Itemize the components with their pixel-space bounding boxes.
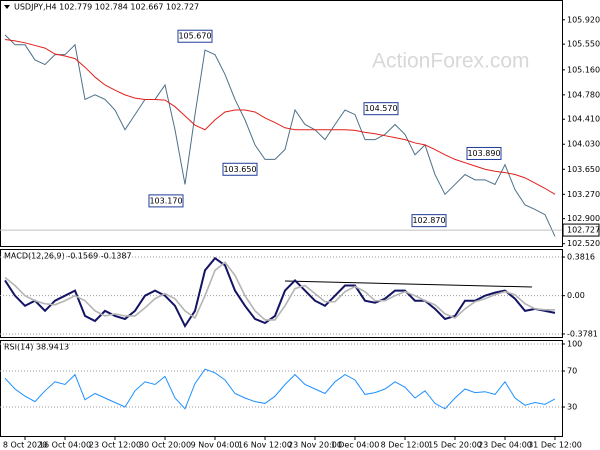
annotation-label: 105.670: [178, 32, 211, 41]
menu-icon: [4, 5, 10, 9]
trend-line: [284, 280, 533, 288]
y-tick-label: -0.3781: [567, 329, 598, 338]
annotation-label: 104.570: [364, 104, 397, 113]
annotation-box: [411, 214, 447, 228]
price-panel: [0, 0, 563, 247]
annotation-label: 102.870: [412, 216, 445, 225]
y-tick-label: 102.900: [567, 214, 600, 223]
last-price-label: 102.727: [567, 226, 600, 235]
y-tick-label: 30: [567, 403, 577, 412]
series-line: [4, 368, 556, 410]
x-tick-label: 16 Nov 12:00: [238, 441, 292, 450]
rsi-panel: [0, 340, 563, 437]
last-price-box: [562, 223, 600, 237]
x-tick-label: 9 Nov 04:00: [191, 441, 240, 450]
x-tick-label: 23 Dec 04:00: [478, 441, 532, 450]
y-tick-label: 102.520: [567, 239, 600, 248]
x-tick-label: 8 Dec 12:00: [381, 441, 430, 450]
y-tick-label: 105.920: [567, 15, 600, 24]
y-tick-label: 0.00: [567, 291, 585, 300]
y-tick-label: 104.780: [567, 90, 600, 99]
annotation-box: [177, 29, 213, 43]
x-tick-label: 15 Dec 20:00: [428, 441, 482, 450]
y-tick-label: 103.650: [567, 165, 600, 174]
macd-panel: [0, 249, 563, 338]
y-tick-label: 0.3816: [567, 253, 595, 262]
series-line: [4, 261, 555, 321]
y-tick-label: 100: [567, 339, 582, 348]
x-tick-label: 1 Dec 04:00: [331, 441, 380, 450]
y-tick-label: 104.410: [567, 115, 600, 124]
annotation-box: [148, 194, 184, 208]
annotation-label: 103.890: [467, 149, 500, 158]
annotation-box: [363, 102, 399, 116]
y-tick-label: 105.550: [567, 40, 600, 49]
annotation-box: [466, 146, 502, 160]
macd-title: MACD(12,26,9) -0.1569 -0.1387: [4, 252, 132, 261]
series-line: [4, 34, 556, 237]
annotation-label: 103.170: [149, 196, 182, 205]
annotation-box: [222, 162, 258, 176]
chart-title: USDJPY,H4 102.779 102.784 102.667 102.72…: [14, 3, 199, 12]
x-tick-label: 23 Nov 20:00: [288, 441, 342, 450]
panel-frames: [0, 0, 563, 437]
annotation-label: 103.650: [223, 165, 256, 174]
x-tick-label: 16 Oct 04:00: [39, 441, 91, 450]
y-tick-label: 104.030: [567, 140, 600, 149]
y-tick-label: 105.160: [567, 65, 600, 74]
series-line: [4, 256, 556, 329]
series-line: [4, 39, 556, 195]
x-tick-label: 23 Oct 12:00: [89, 441, 141, 450]
rsi-title: RSI(14) 38.9413: [4, 343, 69, 352]
x-tick-label: 30 Oct 20:00: [139, 441, 191, 450]
y-tick-label: 103.270: [567, 190, 600, 199]
x-tick-label: 8 Oct 2020: [3, 441, 47, 450]
x-tick-label: 31 Dec 12:00: [528, 441, 582, 450]
watermark: ActionForex.com: [372, 50, 530, 73]
y-tick-label: 70: [567, 366, 577, 375]
